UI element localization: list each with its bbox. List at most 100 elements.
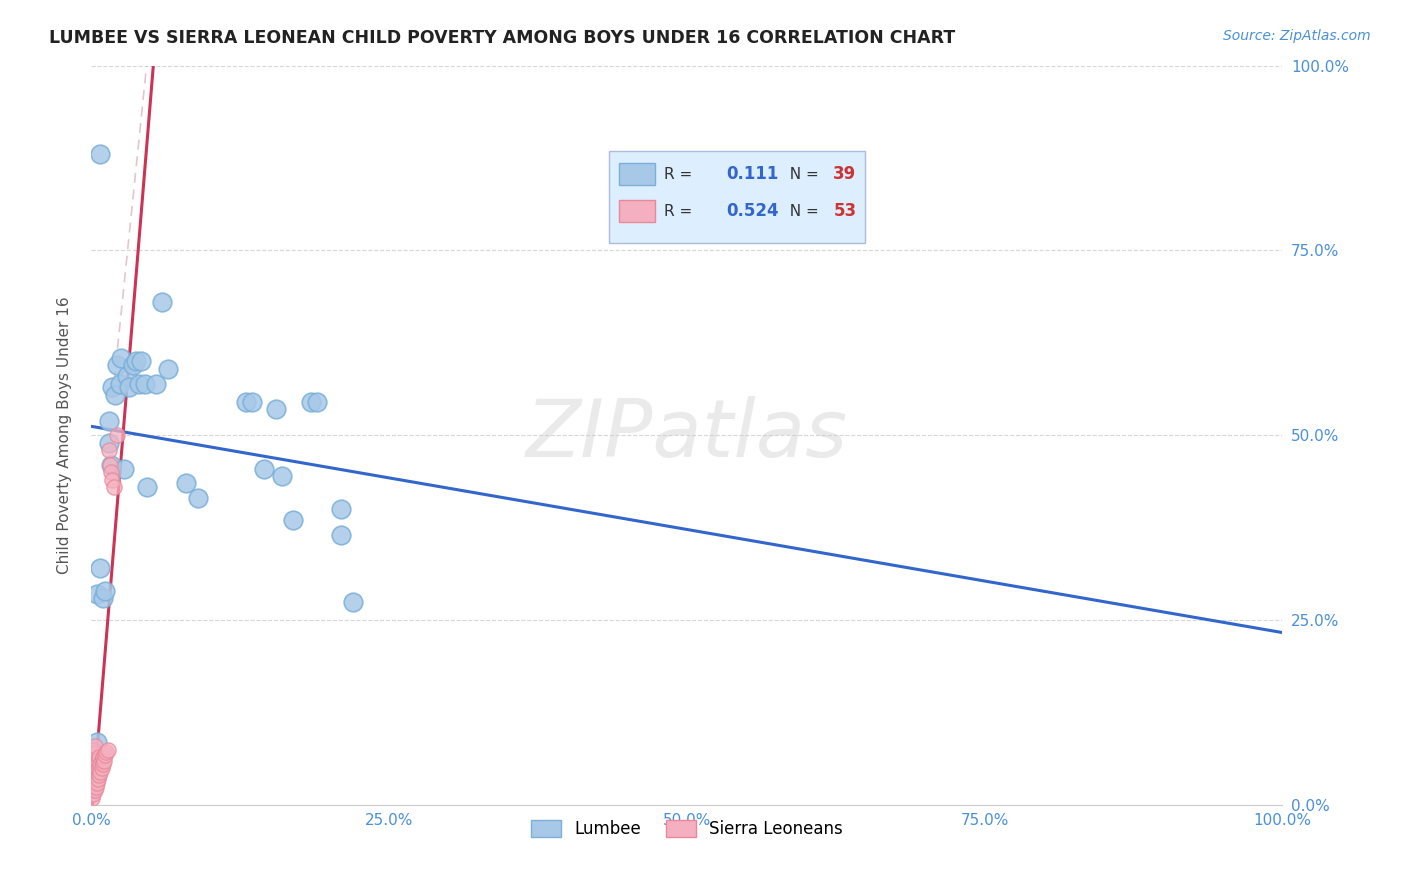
Point: [97, 742, 120, 756]
Point: [90, 754, 112, 768]
Point: [100, 458, 122, 472]
Point: [83, 761, 105, 775]
Point: [82, 783, 104, 797]
Point: [145, 376, 167, 391]
Point: [118, 380, 141, 394]
Point: [87, 772, 110, 786]
Point: [89, 561, 111, 575]
Point: [89, 759, 111, 773]
Point: [84, 772, 107, 786]
Point: [98, 458, 121, 472]
Point: [103, 480, 125, 494]
Point: [307, 395, 329, 409]
Point: [84, 764, 107, 779]
Point: [101, 380, 124, 394]
Point: [86, 754, 108, 768]
Point: [157, 361, 180, 376]
Point: [100, 465, 122, 479]
Point: [104, 387, 127, 401]
Y-axis label: Child Poverty Among Boys Under 16: Child Poverty Among Boys Under 16: [58, 296, 72, 574]
Text: 53: 53: [834, 202, 856, 220]
Point: [89, 147, 111, 161]
Point: [152, 295, 174, 310]
Point: [89, 768, 111, 782]
Point: [240, 395, 263, 409]
Point: [82, 761, 104, 775]
Text: N =: N =: [780, 167, 824, 182]
Point: [121, 358, 143, 372]
Text: ZIPatlas: ZIPatlas: [526, 396, 848, 475]
Point: [82, 742, 104, 756]
Point: [89, 756, 111, 770]
Point: [90, 761, 112, 775]
Point: [91, 591, 114, 605]
Point: [82, 746, 104, 760]
Point: [101, 473, 124, 487]
Point: [83, 776, 105, 790]
Point: [187, 491, 209, 505]
Point: [253, 461, 276, 475]
Point: [82, 768, 104, 782]
Point: [299, 395, 322, 409]
Text: 0.524: 0.524: [725, 202, 779, 220]
Point: [82, 764, 104, 779]
Point: [82, 772, 104, 786]
Point: [97, 443, 120, 458]
Point: [235, 395, 257, 409]
Point: [105, 428, 128, 442]
Point: [330, 502, 353, 516]
Point: [270, 469, 292, 483]
Point: [83, 746, 105, 760]
Point: [91, 750, 114, 764]
Text: R =: R =: [664, 167, 697, 182]
Point: [82, 776, 104, 790]
Point: [89, 750, 111, 764]
Point: [128, 376, 150, 391]
Point: [105, 358, 128, 372]
Point: [264, 402, 287, 417]
Point: [108, 376, 131, 391]
Point: [82, 790, 104, 805]
Point: [86, 587, 108, 601]
Point: [82, 787, 104, 801]
Point: [136, 480, 159, 494]
Point: [89, 764, 111, 779]
Point: [129, 354, 152, 368]
Point: [83, 783, 105, 797]
Point: [330, 528, 353, 542]
Text: 0.111: 0.111: [725, 165, 779, 183]
Point: [125, 354, 148, 368]
Text: R =: R =: [664, 203, 697, 219]
Point: [86, 768, 108, 782]
Text: N =: N =: [780, 203, 824, 219]
Point: [94, 583, 117, 598]
Point: [87, 755, 110, 769]
Point: [134, 376, 156, 391]
Point: [82, 750, 104, 764]
Point: [97, 413, 120, 427]
Point: [84, 780, 107, 794]
Point: [112, 461, 135, 475]
Point: [93, 754, 115, 768]
FancyBboxPatch shape: [619, 163, 655, 186]
Point: [115, 369, 138, 384]
Point: [91, 757, 114, 772]
Point: [84, 757, 107, 772]
Point: [86, 735, 108, 749]
Point: [80, 787, 103, 801]
Point: [86, 761, 108, 775]
Point: [82, 780, 104, 794]
Point: [83, 768, 105, 782]
Point: [174, 476, 197, 491]
Text: Source: ZipAtlas.com: Source: ZipAtlas.com: [1223, 29, 1371, 43]
Point: [82, 757, 104, 772]
Text: LUMBEE VS SIERRA LEONEAN CHILD POVERTY AMONG BOYS UNDER 16 CORRELATION CHART: LUMBEE VS SIERRA LEONEAN CHILD POVERTY A…: [49, 29, 956, 46]
Point: [97, 435, 120, 450]
FancyBboxPatch shape: [619, 200, 655, 222]
Text: 39: 39: [834, 165, 856, 183]
Point: [80, 780, 103, 794]
Point: [283, 513, 305, 527]
Point: [96, 745, 118, 759]
Point: [83, 739, 105, 753]
FancyBboxPatch shape: [609, 151, 866, 243]
